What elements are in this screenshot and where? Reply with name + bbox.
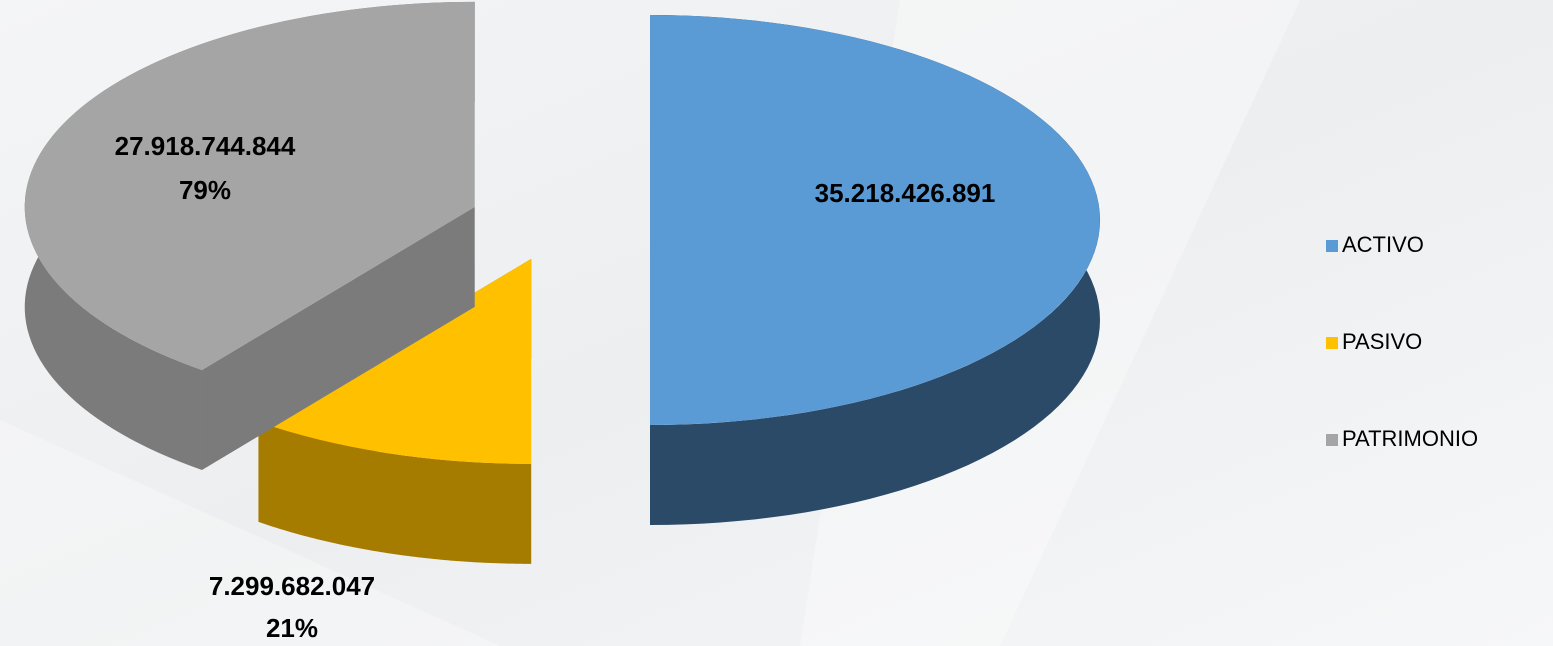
data-label: 7.299.682.047: [209, 571, 375, 601]
legend-swatch: [1326, 434, 1338, 446]
percent-label: 79%: [179, 175, 231, 205]
pie-slice: [24, 1, 475, 370]
legend-label: PATRIMONIO: [1342, 426, 1478, 451]
data-label: 35.218.426.891: [815, 178, 996, 208]
slice-side: [258, 421, 532, 564]
background-shape: [0, 420, 500, 646]
data-label: 27.918.744.844: [115, 131, 296, 161]
percent-label: 21%: [266, 613, 318, 643]
legend-label: ACTIVO: [1342, 232, 1424, 257]
legend-swatch: [1326, 337, 1338, 349]
slice-wall: [201, 206, 475, 470]
legend-swatch: [1326, 240, 1338, 252]
legend-label: PASIVO: [1342, 329, 1422, 354]
pie-slice: [650, 15, 1100, 425]
